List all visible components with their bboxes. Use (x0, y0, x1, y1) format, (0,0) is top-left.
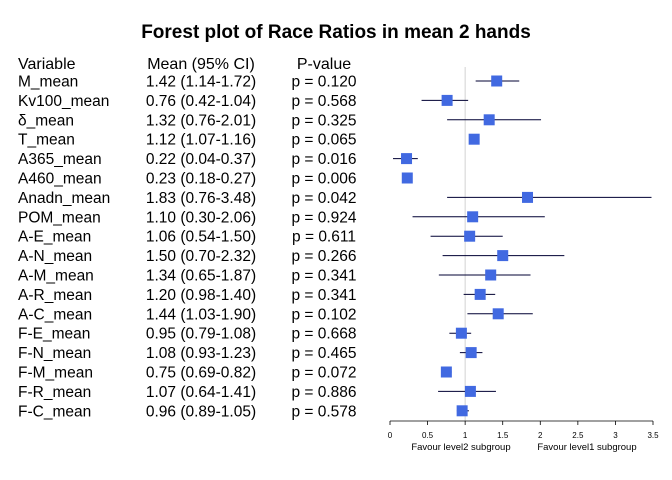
row-mean-ci-text: 1.10 (0.30-2.06) (146, 209, 256, 226)
row-mean-ci-text: 0.76 (0.42-1.04) (146, 93, 256, 110)
row-p-value-text: p = 0.266 (291, 248, 356, 265)
row-p-value-text: p = 0.924 (291, 209, 356, 226)
point-estimate-marker (455, 327, 467, 339)
point-estimate-marker (440, 366, 452, 378)
row-p-value-text: p = 0.325 (291, 112, 356, 129)
row-p-value-text: p = 0.120 (291, 74, 356, 91)
point-estimate-marker (483, 114, 495, 126)
row-variable-label: F-N_mean (18, 345, 91, 362)
favour-left-label: Favour level2 subgroup (411, 442, 510, 453)
point-estimate-marker (485, 269, 497, 281)
row-mean-ci-text: 1.34 (0.65-1.87) (146, 268, 256, 285)
point-estimate-marker (464, 385, 476, 397)
favour-right-label: Favour level1 subgroup (537, 442, 636, 453)
plot-area: 0 0.5 1 1.5 2 2.5 3 3.5 (388, 67, 659, 440)
x-tick-label: 0 (388, 431, 393, 440)
row-p-value-text: p = 0.668 (291, 326, 356, 343)
row-mean-ci-text: 0.96 (0.89-1.05) (146, 403, 256, 420)
x-tick-label: 3 (613, 431, 618, 440)
row-variable-label: T_mean (18, 132, 75, 149)
row-mean-ci-text: 1.42 (1.14-1.72) (146, 74, 256, 91)
row-variable-label: F-C_mean (18, 403, 91, 420)
point-estimate-marker (468, 133, 480, 145)
x-axis-ticks: 0 0.5 1 1.5 2 2.5 3 3.5 (388, 421, 659, 440)
point-estimate-marker (465, 347, 477, 359)
row-mean-ci-text: 1.07 (0.64-1.41) (146, 384, 256, 401)
row-variable-label: A-C_mean (18, 306, 92, 323)
row-p-value-text: p = 0.006 (291, 171, 356, 188)
x-tick-label: 1.5 (497, 431, 509, 440)
row-p-value-text: p = 0.016 (291, 151, 356, 168)
row-variable-label: POM_mean (18, 209, 101, 226)
row-mean-ci-text: 1.83 (0.76-3.48) (146, 190, 256, 207)
row-p-value-text: p = 0.568 (291, 93, 356, 110)
row-p-value-text: p = 0.102 (291, 306, 356, 323)
row-mean-ci-text: 0.22 (0.04-0.37) (146, 151, 256, 168)
row-variable-label: A460_mean (18, 171, 102, 188)
row-mean-ci-text: 1.20 (0.98-1.40) (146, 287, 256, 304)
point-estimate-marker (497, 250, 509, 262)
x-tick-label: 0.5 (422, 431, 434, 440)
row-p-value-text: p = 0.886 (291, 384, 356, 401)
row-variable-label: F-R_mean (18, 384, 91, 401)
row-variable-label: A-M_mean (18, 268, 94, 285)
row-p-value-text: p = 0.611 (292, 229, 356, 246)
chart-title: Forest plot of Race Ratios in mean 2 han… (141, 22, 531, 43)
row-p-value-text: p = 0.578 (291, 403, 356, 420)
header-variable: Variable (18, 56, 76, 73)
point-estimate-marker (401, 172, 413, 184)
point-estimate-marker (464, 230, 476, 242)
row-mean-ci-text: 1.12 (1.07-1.16) (146, 132, 256, 149)
point-estimate-marker (467, 211, 479, 223)
table-rows: M_mean 1.42 (1.14-1.72) p = 0.120 Kv100_mea… (18, 74, 357, 421)
row-variable-label: A365_mean (18, 151, 102, 168)
row-p-value-text: p = 0.465 (291, 345, 356, 362)
point-estimate-marker (401, 153, 413, 165)
x-tick-label: 2.5 (572, 431, 584, 440)
point-estimate-marker (492, 308, 504, 320)
x-tick-label: 3.5 (647, 431, 659, 440)
header-p-value: P-value (297, 56, 351, 73)
row-mean-ci-text: 1.32 (0.76-2.01) (146, 112, 256, 129)
row-p-value-text: p = 0.341 (291, 287, 356, 304)
row-variable-label: δ_mean (18, 112, 74, 129)
row-mean-ci-text: 1.06 (0.54-1.50) (146, 229, 256, 246)
row-variable-label: A-E_mean (18, 229, 91, 246)
header-mean-ci: Mean (95% CI) (147, 56, 255, 73)
row-variable-label: A-R_mean (18, 287, 92, 304)
point-estimate-marker (491, 75, 503, 87)
row-mean-ci-text: 1.08 (0.93-1.23) (146, 345, 256, 362)
row-p-value-text: p = 0.065 (291, 132, 356, 149)
row-variable-label: Anadn_mean (18, 190, 110, 207)
point-estimate-marker (456, 405, 468, 417)
point-estimate-marker (522, 191, 534, 203)
row-mean-ci-text: 0.95 (0.79-1.08) (146, 326, 256, 343)
row-variable-label: M_mean (18, 74, 78, 91)
chart-marks (393, 75, 652, 417)
row-mean-ci-text: 0.23 (0.18-0.27) (146, 171, 256, 188)
x-tick-label: 1 (463, 431, 468, 440)
row-p-value-text: p = 0.042 (291, 190, 356, 207)
row-mean-ci-text: 1.50 (0.70-2.32) (146, 248, 256, 265)
row-variable-label: F-M_mean (18, 365, 93, 382)
row-p-value-text: p = 0.341 (291, 268, 356, 285)
point-estimate-marker (474, 288, 486, 300)
row-variable-label: F-E_mean (18, 326, 90, 343)
row-variable-label: A-N_mean (18, 248, 92, 265)
row-variable-label: Kv100_mean (18, 93, 109, 110)
row-mean-ci-text: 0.75 (0.69-0.82) (146, 365, 256, 382)
x-tick-label: 2 (538, 431, 543, 440)
row-mean-ci-text: 1.44 (1.03-1.90) (146, 306, 256, 323)
row-p-value-text: p = 0.072 (291, 365, 356, 382)
point-estimate-marker (441, 94, 453, 106)
